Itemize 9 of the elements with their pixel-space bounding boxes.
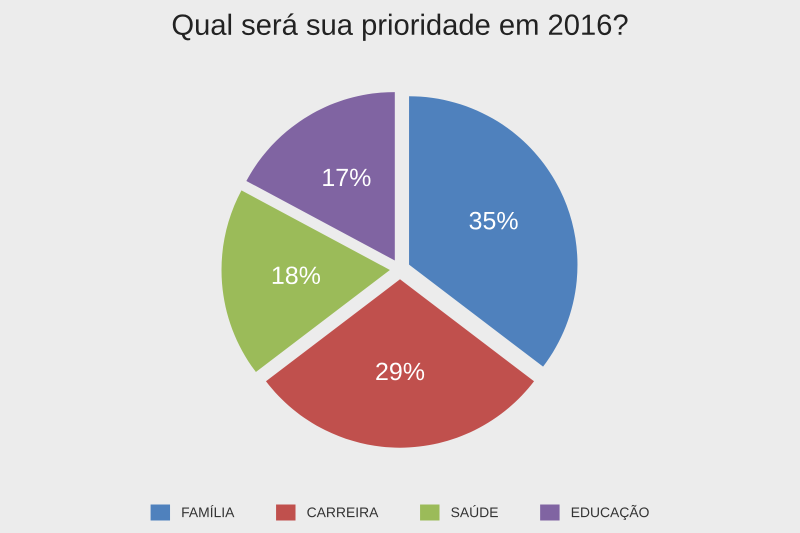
legend-label: CARREIRA bbox=[307, 507, 378, 518]
chart-title: Qual será sua prioridade em 2016? bbox=[172, 13, 628, 41]
data-label: 17% bbox=[323, 168, 370, 186]
data-label: 29% bbox=[376, 362, 424, 380]
legend-label: SAÚDE bbox=[451, 505, 498, 518]
legend-label: FAMÍLIA bbox=[182, 505, 234, 518]
legend-label: EDUCAÇÃO bbox=[572, 504, 649, 520]
data-label: 18% bbox=[272, 266, 320, 284]
data-label: 35% bbox=[470, 212, 518, 230]
